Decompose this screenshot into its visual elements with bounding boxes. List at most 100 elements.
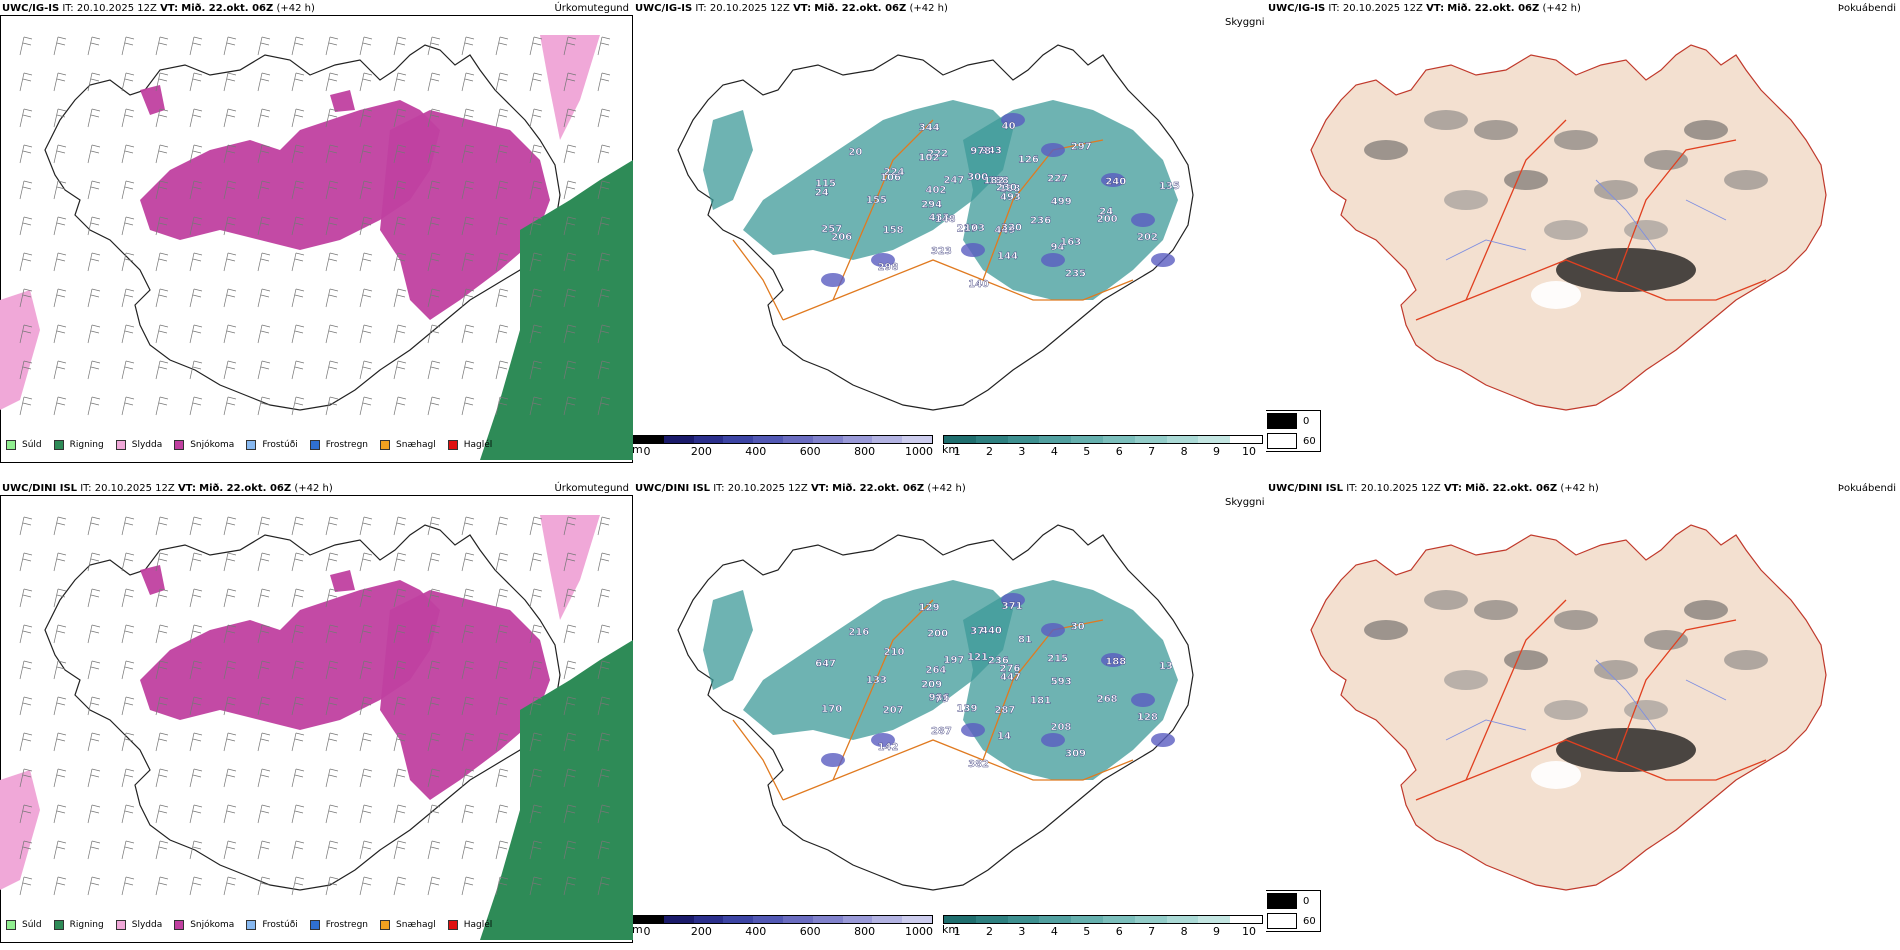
visibility-area	[963, 580, 1178, 780]
wind-barb	[291, 804, 305, 824]
colorbar-tick: 9	[1213, 925, 1221, 938]
wind-barb	[495, 624, 509, 644]
legend-swatch	[309, 920, 320, 930]
colorbar-tick: 10	[1242, 925, 1256, 938]
snow-area	[380, 110, 550, 320]
fog-indicator-patch	[1544, 700, 1588, 720]
wind-barb	[87, 288, 101, 308]
wind-barb	[393, 624, 407, 644]
wind-barb	[155, 588, 169, 608]
wind-barb	[563, 696, 577, 716]
ceiling-label: 197	[944, 655, 965, 666]
ceiling-label: 647	[815, 658, 836, 669]
fog-legend-high: 60	[1303, 915, 1316, 927]
colorbar-cell	[663, 916, 694, 923]
panel-title: UWC/DINI ISL IT: 20.10.2025 12Z VT: Mið.…	[2, 483, 333, 494]
colorbar-cell	[1198, 916, 1231, 923]
colorbar-tick: 200	[690, 445, 712, 458]
wind-barb	[291, 288, 305, 308]
wind-barb	[189, 804, 203, 824]
wind-barb	[529, 552, 543, 572]
ceiling-label: 37	[970, 626, 984, 637]
wind-barb	[393, 288, 407, 308]
wind-barb	[257, 396, 271, 416]
wind-barb	[155, 660, 169, 680]
wind-barb	[393, 252, 407, 272]
visibility-area	[703, 590, 753, 690]
wind-barb	[563, 360, 577, 380]
wind-barb	[87, 768, 101, 788]
ceiling-label: 433	[929, 212, 950, 223]
ceiling-label: 230	[996, 183, 1017, 194]
wind-barb	[359, 360, 373, 380]
wind-barb	[495, 660, 509, 680]
wind-barb	[155, 180, 169, 200]
wind-barb	[461, 180, 475, 200]
wind-barb	[19, 216, 33, 236]
ceiling-label: 106	[880, 172, 901, 183]
legend-swatch	[309, 440, 320, 450]
wind-barb	[53, 552, 67, 572]
wind-barb	[529, 804, 543, 824]
wind-barb	[257, 840, 271, 860]
visibility-colorbar: 1 2 3 4 5 6 7 8 9 10 km	[942, 435, 1263, 458]
wind-barb	[189, 588, 203, 608]
colorbar-cell	[944, 916, 976, 923]
colorbar-cell	[782, 916, 813, 923]
wind-barb	[155, 876, 169, 896]
wind-barb	[427, 396, 441, 416]
wind-barb	[87, 180, 101, 200]
precip-legend-item: Haglél	[447, 440, 492, 450]
wind-barb	[427, 876, 441, 896]
wind-barb	[597, 396, 611, 416]
legend-label: Snæhagl	[396, 920, 436, 930]
precip-legend-item: Haglél	[447, 920, 492, 930]
colorbar-unit: m	[633, 923, 643, 936]
wind-barb	[359, 36, 373, 56]
precip-legend-item: Rigning	[53, 440, 104, 450]
wind-barb	[87, 732, 101, 752]
wind-barb	[189, 144, 203, 164]
wind-barb	[495, 516, 509, 536]
wind-barb	[563, 732, 577, 752]
colorbar-tick: 10	[1242, 445, 1256, 458]
wind-barb	[597, 588, 611, 608]
fog-indicator-patch	[1364, 140, 1408, 160]
wind-barb	[461, 72, 475, 92]
precip-legend-item: Súld	[6, 440, 42, 450]
legend-swatch	[380, 440, 391, 450]
wind-barb	[597, 72, 611, 92]
fog-indicator-patch	[1594, 180, 1638, 200]
wind-barb	[393, 36, 407, 56]
fog-legend-high-swatch	[1267, 433, 1297, 449]
wind-barb	[461, 552, 475, 572]
visibility-map: 447 986 440 208 647 276 139 200 268 170 236 287 210 1…	[677, 524, 1194, 891]
legend-label: Slydda	[131, 440, 163, 450]
fog-indicator-patch	[1444, 670, 1488, 690]
ceiling-label: 215	[1047, 654, 1068, 665]
wind-barb	[223, 876, 237, 896]
ceiling-label: 206	[831, 232, 852, 243]
ceiling-label: 13	[1159, 661, 1173, 672]
colorbar-tick: 6	[1115, 925, 1123, 938]
ceiling-label: 236	[1030, 215, 1051, 226]
ceiling-label: 382	[968, 759, 989, 770]
wind-barb	[359, 288, 373, 308]
wind-barb	[189, 36, 203, 56]
wind-barb	[325, 216, 339, 236]
low-ceiling-patch	[871, 253, 895, 267]
wind-barb	[495, 288, 509, 308]
ceiling-label: 247	[944, 175, 965, 186]
wind-barb	[291, 108, 305, 128]
wind-barb	[189, 660, 203, 680]
wind-barb	[121, 288, 135, 308]
wind-barb	[461, 36, 475, 56]
wind-barb	[291, 732, 305, 752]
wind-barb	[359, 768, 373, 788]
wind-barb	[257, 324, 271, 344]
wind-barb	[257, 252, 271, 272]
wind-barb	[393, 324, 407, 344]
wind-barb	[223, 840, 237, 860]
colorbar-cell	[872, 916, 903, 923]
colorbar-cells	[943, 915, 1263, 924]
